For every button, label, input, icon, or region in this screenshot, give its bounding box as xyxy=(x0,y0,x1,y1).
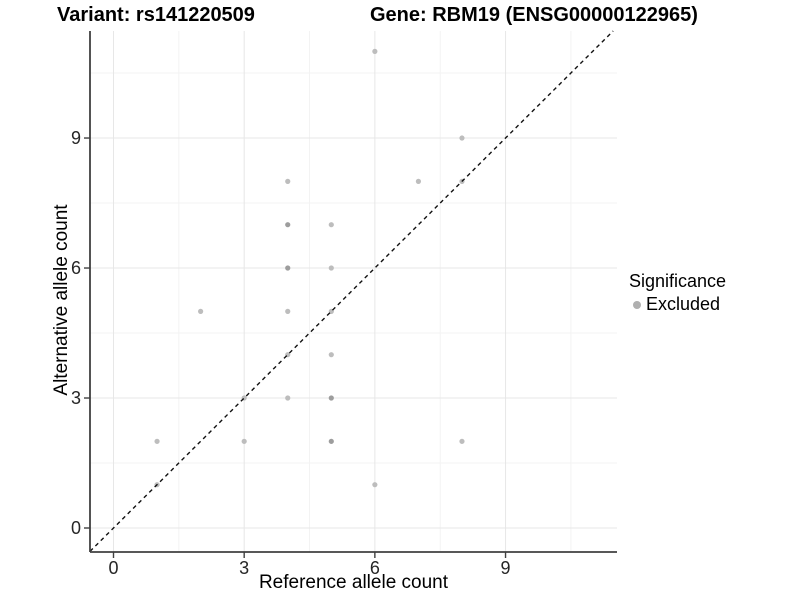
data-point xyxy=(285,178,291,184)
data-point xyxy=(285,222,291,228)
data-point xyxy=(328,438,334,444)
variant-title: Variant: rs141220509 xyxy=(57,4,255,26)
gene-title: Gene: RBM19 (ENSG00000122965) xyxy=(370,4,698,26)
data-point xyxy=(372,482,378,488)
identity-line xyxy=(89,30,614,552)
y-tick-label: 0 xyxy=(71,518,81,538)
data-point xyxy=(285,308,291,314)
data-point xyxy=(285,395,291,401)
legend-item-label: Excluded xyxy=(646,294,721,314)
x-tick-label: 6 xyxy=(370,558,380,578)
y-axis-title: Alternative allele count xyxy=(51,204,72,396)
data-point xyxy=(241,438,247,444)
x-axis-title: Reference allele count xyxy=(258,572,449,593)
x-tick-label: 9 xyxy=(501,558,511,578)
legend-title: Significance xyxy=(629,271,727,291)
x-tick-label: 0 xyxy=(108,558,118,578)
data-point xyxy=(328,352,334,358)
legend: Significance Excluded xyxy=(629,271,726,315)
data-point xyxy=(328,222,334,228)
data-point xyxy=(198,308,204,314)
y-tick-label: 6 xyxy=(71,258,81,278)
legend-item: Excluded xyxy=(629,294,726,315)
y-tick-label: 3 xyxy=(71,388,81,408)
data-point xyxy=(415,178,422,184)
data-point xyxy=(154,438,160,444)
legend-key-dot xyxy=(633,300,641,309)
data-point xyxy=(459,438,465,444)
x-tick-label: 3 xyxy=(239,558,249,578)
data-point xyxy=(372,48,378,54)
data-point xyxy=(328,395,334,401)
data-point xyxy=(285,265,291,271)
y-tick-label: 9 xyxy=(71,128,81,148)
data-point xyxy=(328,265,334,271)
data-point xyxy=(459,135,465,141)
